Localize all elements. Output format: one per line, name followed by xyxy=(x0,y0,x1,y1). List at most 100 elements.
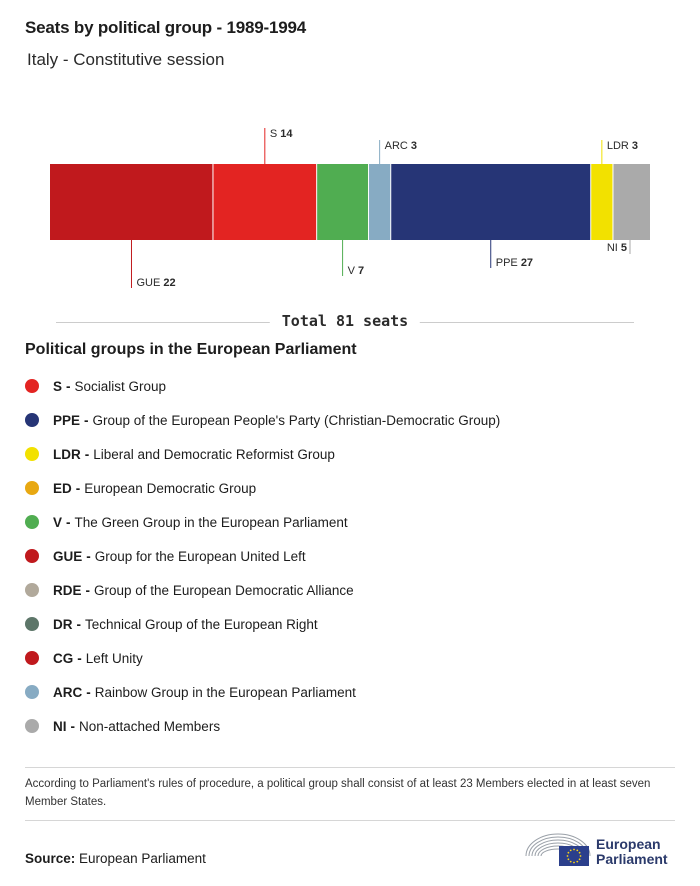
legend-separator: - xyxy=(84,412,89,428)
bar-segment-arc xyxy=(368,164,391,240)
legend-swatch xyxy=(25,651,39,665)
legend-code: NI xyxy=(53,718,67,734)
legend-separator: - xyxy=(86,684,91,700)
data-label-category: S xyxy=(270,128,280,140)
legend-label: Group of the European People's Party (Ch… xyxy=(92,412,501,428)
legend-item-rde: RDE - Group of the European Democratic All… xyxy=(25,573,665,607)
legend-swatch xyxy=(25,413,39,427)
chart-title: Seats by political group - 1989-1994 xyxy=(25,18,306,37)
legend: S - Socialist Group PPE - Group of the Europe… xyxy=(25,369,665,743)
bar-segment-s xyxy=(212,164,317,240)
legend-code: ED xyxy=(53,480,72,496)
legend-swatch xyxy=(25,685,39,699)
legend-code: RDE xyxy=(53,582,82,598)
data-label-category: LDR xyxy=(607,140,632,152)
parliament-hemicycle-icon xyxy=(525,833,591,866)
data-label-v: V 7 xyxy=(348,265,365,277)
legend-separator: - xyxy=(66,514,71,530)
legend-title: Political groups in the European Parliam… xyxy=(25,341,357,358)
data-label-value: 22 xyxy=(163,277,175,289)
data-label-value: 3 xyxy=(411,140,417,152)
data-label-value: 14 xyxy=(280,128,293,140)
source: Source: European Parliament xyxy=(25,851,206,866)
legend-label: Liberal and Democratic Reformist Group xyxy=(93,446,335,462)
total-seats-label: Total 81 seats xyxy=(269,312,421,330)
legend-swatch xyxy=(25,481,39,495)
stacked-bar-chart: GUE 22 S 14 V 7 ARC 3 PPE 27 LDR 3 NI 5 xyxy=(50,128,650,289)
legend-item-ed: ED - European Democratic Group xyxy=(25,471,665,505)
legend-code: LDR xyxy=(53,446,81,462)
legend-label: Technical Group of the European Right xyxy=(85,616,318,632)
bar-segment-ppe xyxy=(390,164,591,240)
legend-item-v: V - The Green Group in the European Parlia… xyxy=(25,505,665,539)
legend-swatch xyxy=(25,447,39,461)
legend-separator: - xyxy=(85,582,91,598)
legend-label: Rainbow Group in the European Parliament xyxy=(94,684,356,700)
total-seats: Total 81 seats xyxy=(56,312,634,332)
legend-separator: - xyxy=(86,548,91,564)
legend-label: Group of the European Democratic Allianc… xyxy=(94,582,354,598)
divider-bottom xyxy=(25,820,675,821)
legend-separator: - xyxy=(66,378,71,394)
legend-item-gue: GUE - Group for the European United Left xyxy=(25,539,665,573)
data-label-ppe: PPE 27 xyxy=(496,257,533,269)
logo-text: European Parliament xyxy=(596,837,668,867)
legend-label: Non-attached Members xyxy=(79,718,221,734)
bar-segment-v xyxy=(316,164,369,240)
data-label-gue: GUE 22 xyxy=(136,277,175,289)
bar-segment-ldr xyxy=(590,164,613,240)
data-label-value: 5 xyxy=(621,242,627,254)
footnote: According to Parliament's rules of proce… xyxy=(25,778,651,808)
bar-segment-ni xyxy=(612,164,650,240)
legend-item-s: S - Socialist Group xyxy=(25,369,665,403)
data-label-value: 27 xyxy=(521,257,533,269)
legend-swatch xyxy=(25,515,39,529)
legend-swatch xyxy=(25,719,39,733)
legend-item-arc: ARC - Rainbow Group in the European Parlia… xyxy=(25,675,665,709)
legend-item-ni: NI - Non-attached Members xyxy=(25,709,665,743)
data-label-category: ARC xyxy=(385,140,411,152)
chart-subtitle: Italy - Constitutive session xyxy=(27,50,225,69)
legend-code: CG xyxy=(53,650,74,666)
data-label-ni: NI 5 xyxy=(607,242,627,254)
source-text: European Parliament xyxy=(79,851,206,866)
legend-code: PPE xyxy=(53,412,81,428)
data-label-value: 7 xyxy=(358,265,364,277)
legend-item-dr: DR - Technical Group of the European Right xyxy=(25,607,665,641)
legend-swatch xyxy=(25,379,39,393)
legend-separator: - xyxy=(70,718,76,734)
legend-label: Left Unity xyxy=(85,650,143,666)
legend-code: DR xyxy=(53,616,73,632)
data-label-category: GUE xyxy=(136,277,163,289)
legend-item-cg: CG - Left Unity xyxy=(25,641,665,675)
legend-code: V xyxy=(53,514,63,530)
logo-line-2: Parliament xyxy=(596,851,668,867)
legend-separator: - xyxy=(77,650,82,666)
legend-separator: - xyxy=(76,616,82,632)
legend-separator: - xyxy=(84,446,90,462)
legend-code: GUE xyxy=(53,548,83,564)
legend-label: Group for the European United Left xyxy=(94,548,306,564)
data-label-ldr: LDR 3 xyxy=(607,140,638,152)
legend-swatch xyxy=(25,617,39,631)
legend-swatch xyxy=(25,583,39,597)
data-label-category: V xyxy=(348,265,358,277)
legend-separator: - xyxy=(75,480,81,496)
legend-label: European Democratic Group xyxy=(84,480,257,496)
legend-item-ppe: PPE - Group of the European People's Party… xyxy=(25,403,665,437)
legend-swatch xyxy=(25,549,39,563)
data-label-arc: ARC 3 xyxy=(385,140,417,152)
legend-item-ldr: LDR - Liberal and Democratic Reformist Gro… xyxy=(25,437,665,471)
legend-code: S xyxy=(53,378,63,394)
source-label: Source: xyxy=(25,851,76,866)
divider-top xyxy=(25,767,675,768)
logo-line-1: European xyxy=(596,836,661,852)
data-label-value: 3 xyxy=(632,140,638,152)
data-label-category: PPE xyxy=(496,257,521,269)
legend-code: ARC xyxy=(53,684,83,700)
legend-label: Socialist Group xyxy=(74,378,167,394)
bar-segment-gue xyxy=(50,164,213,240)
european-parliament-logo: European Parliament xyxy=(524,828,684,872)
legend-label: The Green Group in the European Parliame… xyxy=(74,514,348,530)
data-label-s: S 14 xyxy=(270,128,294,140)
